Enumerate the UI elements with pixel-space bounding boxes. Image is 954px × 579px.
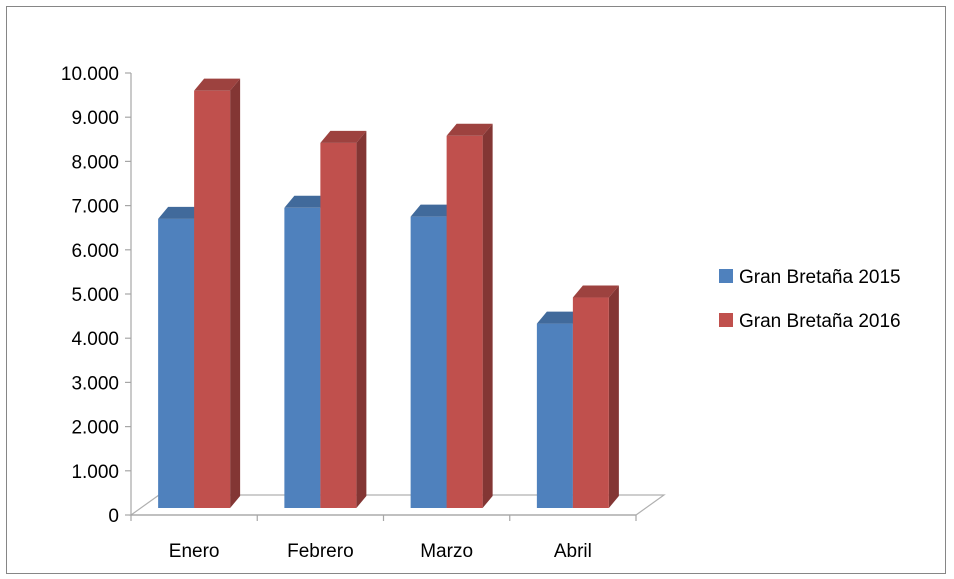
bar-top: [320, 130, 367, 143]
bar-side: [608, 285, 619, 508]
y-tick-label: 3.000: [71, 373, 119, 394]
bar-front: [284, 207, 321, 508]
bar-front: [536, 323, 573, 508]
y-tick-label: 5.000: [71, 285, 119, 306]
y-tick-label: 0: [108, 506, 119, 527]
y-tick-label: 10.000: [61, 64, 119, 85]
legend-label: Gran Bretaña 2015: [739, 267, 901, 288]
bar: [446, 123, 493, 508]
bars: [158, 78, 619, 509]
legend-swatch: [719, 313, 733, 327]
legend-swatch: [719, 269, 733, 283]
bar: [572, 285, 619, 508]
legend-label: Gran Bretaña 2016: [739, 311, 901, 332]
bar-side: [230, 78, 241, 509]
bar: [320, 130, 367, 508]
legend: Gran Bretaña 2015 Gran Bretaña 2016: [719, 267, 901, 332]
bar-front: [410, 216, 447, 508]
bar-front: [446, 135, 483, 508]
axes: 0 1.000 2.000 3.000 4.000 5.000 6.000 7.000 8.00…: [61, 64, 637, 562]
bar-top: [194, 78, 241, 91]
bar-top: [572, 285, 619, 298]
legend-item: Gran Bretaña 2016: [719, 311, 901, 332]
bar-top: [158, 206, 205, 219]
y-tick-label: 9.000: [71, 108, 119, 129]
y-tick-label: 2.000: [71, 418, 119, 439]
bar-top: [536, 311, 583, 324]
bar-top: [284, 195, 331, 208]
y-tick-label: 7.000: [71, 197, 119, 218]
bar-front: [194, 90, 231, 509]
bar-front: [320, 142, 357, 508]
y-tick-label: 1.000: [71, 462, 119, 483]
bar-top: [446, 123, 493, 136]
bar-side: [356, 130, 367, 508]
bar-front: [158, 218, 195, 509]
y-tick-label: 4.000: [71, 329, 119, 350]
y-tick-label: 6.000: [71, 241, 119, 262]
legend-item: Gran Bretaña 2015: [719, 267, 901, 288]
x-tick-label: Enero: [169, 541, 220, 562]
y-tick-label: 8.000: [71, 152, 119, 173]
bar-top: [410, 204, 457, 217]
x-tick-label: Abril: [554, 541, 592, 562]
bar-front: [572, 297, 609, 508]
bar: [194, 78, 241, 509]
x-tick-label: Febrero: [287, 541, 354, 562]
x-tick-label: Marzo: [420, 541, 473, 562]
bar-side: [482, 123, 493, 508]
